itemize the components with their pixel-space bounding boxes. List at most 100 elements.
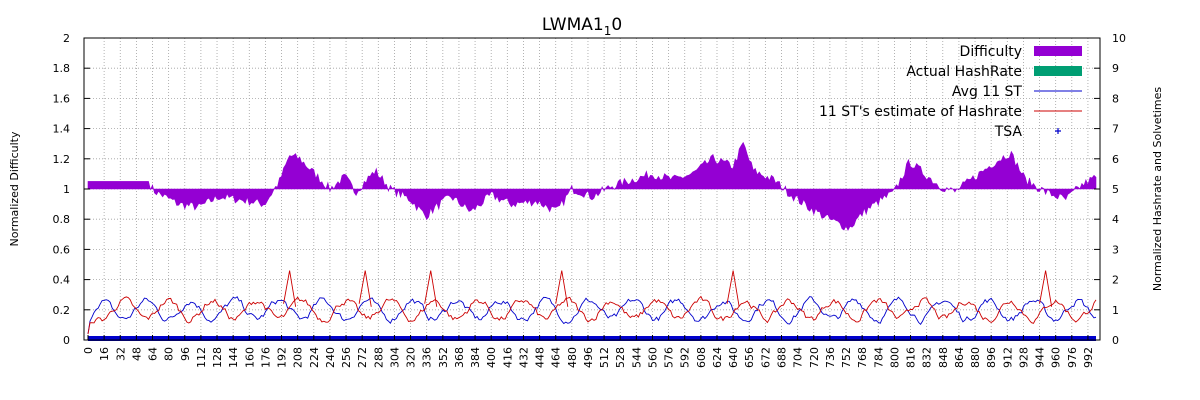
y2-tick-label: 9	[1112, 62, 1119, 75]
legend-label: Avg 11 ST	[952, 84, 1023, 100]
x-tick-label: 880	[969, 347, 982, 368]
y2-tick-label: 3	[1112, 243, 1119, 256]
x-tick-label: 384	[469, 347, 482, 368]
difficulty-area	[87, 141, 1097, 231]
x-tick-label: 160	[243, 347, 256, 368]
legend-label: Difficulty	[960, 44, 1022, 60]
x-tick-label: 416	[501, 347, 514, 368]
x-tick-label: 480	[566, 347, 579, 368]
hashrate-estimate-spike	[726, 270, 740, 307]
legend-label: Actual HashRate	[906, 64, 1022, 80]
x-tick-label: 336	[421, 347, 434, 368]
y2-tick-label: 7	[1112, 123, 1119, 136]
legend-swatch	[1055, 128, 1061, 134]
y2-axis-label: Normalized Hashrate and Solvetimes	[1151, 87, 1164, 292]
x-tick-label: 832	[921, 347, 934, 368]
x-tick-label: 992	[1082, 347, 1095, 368]
x-tick-label: 976	[1066, 347, 1079, 368]
y2-tick-label: 5	[1112, 183, 1119, 196]
y2-tick-label: 1	[1112, 304, 1119, 317]
x-tick-label: 432	[517, 347, 530, 368]
x-tick-label: 800	[888, 347, 901, 368]
x-tick-label: 448	[534, 347, 547, 368]
x-tick-label: 288	[372, 347, 385, 368]
hashrate-estimate-spike	[358, 270, 372, 307]
x-tick-label: 400	[485, 347, 498, 368]
x-tick-label: 704	[792, 347, 805, 368]
tsa-markers	[88, 336, 1096, 341]
hashrate-estimate-spike	[555, 270, 569, 307]
x-tick-label: 0	[82, 347, 95, 354]
legend: Difficulty Actual HashRate Avg 11 ST 11 ST'…	[819, 44, 1082, 140]
x-tick-label: 896	[985, 347, 998, 368]
y-tick-label: 0.4	[53, 274, 71, 287]
y-tick-label: 1.8	[53, 62, 71, 75]
y-tick-label: 1.6	[53, 92, 71, 105]
x-tick-label: 464	[550, 347, 563, 368]
x-tick-label: 32	[114, 347, 127, 361]
x-tick-label: 224	[308, 347, 321, 368]
x-tick-label: 368	[453, 347, 466, 368]
y-axis-label: Normalized Difficulty	[8, 131, 21, 246]
legend-label: 11 ST's estimate of Hashrate	[819, 104, 1022, 120]
x-tick-label: 656	[743, 347, 756, 368]
avg-11-st-line	[87, 296, 1097, 335]
x-tick-label: 784	[872, 347, 885, 368]
y2-tick-label: 6	[1112, 153, 1119, 166]
x-tick-label: 512	[598, 347, 611, 368]
y2-tick-label: 2	[1112, 274, 1119, 287]
x-tick-label: 112	[195, 347, 208, 368]
y2-tick-label: 4	[1112, 213, 1119, 226]
x-tick-label: 192	[276, 347, 289, 368]
hashrate-estimate-line	[87, 295, 1097, 335]
x-tick-label: 672	[759, 347, 772, 368]
x-tick-label: 64	[147, 347, 160, 361]
x-tick-label: 688	[776, 347, 789, 368]
y2-tick-label: 8	[1112, 92, 1119, 105]
x-tick-label: 720	[808, 347, 821, 368]
y2-tick-label: 10	[1112, 32, 1126, 45]
x-tick-label: 528	[614, 347, 627, 368]
x-tick-label: 256	[340, 347, 353, 368]
x-tick-label: 240	[324, 347, 337, 368]
y-tick-label: 0.2	[53, 304, 71, 317]
x-tick-label: 736	[824, 347, 837, 368]
x-tick-label: 128	[211, 347, 224, 368]
x-tick-label: 560	[646, 347, 659, 368]
x-tick-label: 352	[437, 347, 450, 368]
y-tick-label: 0.8	[53, 213, 71, 226]
y2-tick-label: 0	[1112, 334, 1119, 347]
y-tick-label: 0	[63, 334, 70, 347]
x-tick-label: 944	[1034, 347, 1047, 368]
x-tick-label: 640	[727, 347, 740, 368]
x-tick-label: 960	[1050, 347, 1063, 368]
x-tick-label: 544	[630, 347, 643, 368]
x-tick-label: 608	[695, 347, 708, 368]
x-tick-label: 592	[679, 347, 692, 368]
legend-swatch	[1034, 46, 1082, 56]
y-tick-label: 0.6	[53, 243, 71, 256]
ticks: 0 0.2 0.4 0.6 0.8 1 1.2 1.4 1.6 1.8 2 0 1 2 3 4 5 6 7 8 9 10 0…	[53, 32, 1127, 368]
x-tick-label: 144	[227, 347, 240, 368]
x-tick-label: 80	[163, 347, 176, 361]
x-tick-label: 176	[259, 347, 272, 368]
x-tick-label: 752	[840, 347, 853, 368]
y-tick-label: 1	[63, 183, 70, 196]
x-tick-label: 624	[711, 347, 724, 368]
x-tick-label: 496	[582, 347, 595, 368]
x-tick-label: 912	[1001, 347, 1014, 368]
legend-swatch	[1034, 66, 1082, 76]
x-tick-label: 928	[1017, 347, 1030, 368]
x-tick-label: 816	[905, 347, 918, 368]
x-tick-label: 48	[130, 347, 143, 361]
x-tick-label: 864	[953, 347, 966, 368]
chart-title: LWMA110	[542, 15, 622, 38]
x-tick-label: 768	[856, 347, 869, 368]
y-tick-label: 2	[63, 32, 70, 45]
hashrate-estimate-spike	[424, 270, 438, 307]
x-tick-label: 96	[179, 347, 192, 361]
x-tick-label: 304	[388, 347, 401, 368]
x-tick-label: 320	[405, 347, 418, 368]
x-tick-label: 848	[937, 347, 950, 368]
